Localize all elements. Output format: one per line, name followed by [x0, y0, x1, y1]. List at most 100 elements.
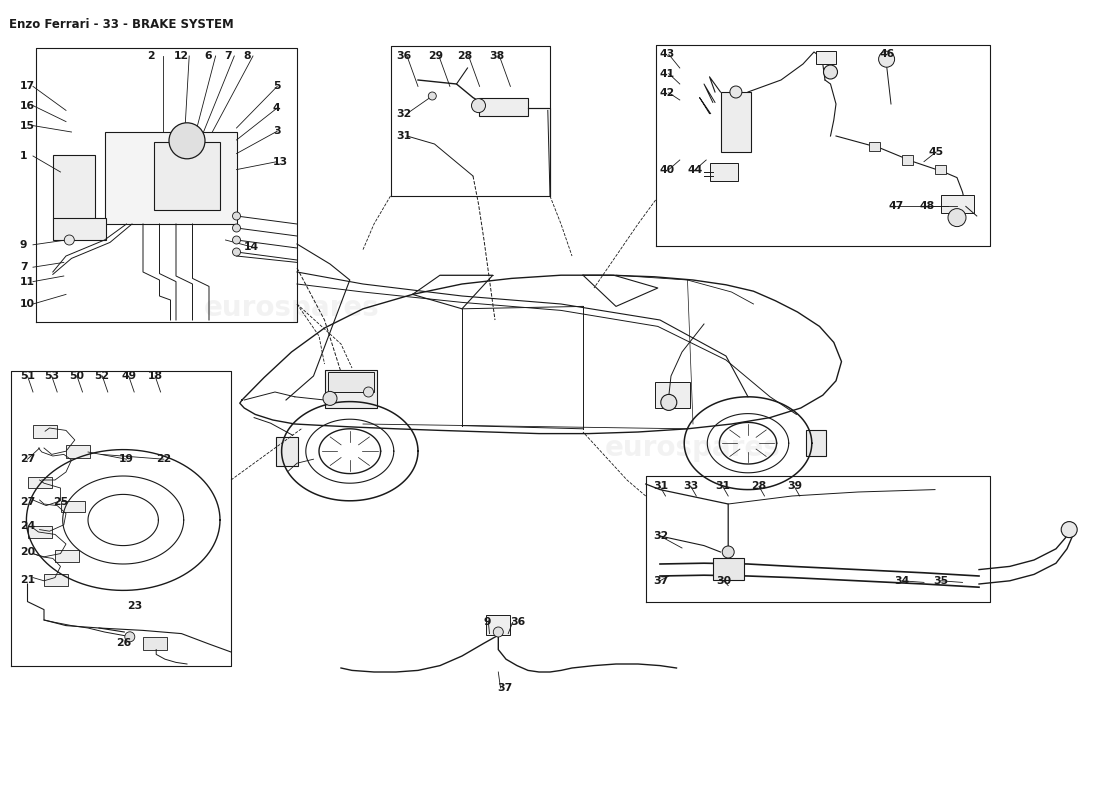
Text: 49: 49 [121, 371, 136, 381]
Text: 27: 27 [20, 497, 35, 506]
Bar [816, 51, 836, 64]
Text: 29: 29 [428, 51, 443, 61]
Text: 53: 53 [44, 371, 59, 381]
Text: 42: 42 [660, 88, 675, 98]
Bar [66, 445, 90, 458]
Text: 51: 51 [20, 371, 35, 381]
Text: 36: 36 [510, 618, 526, 627]
Bar [276, 437, 298, 466]
Circle shape [169, 123, 205, 159]
Text: 10: 10 [20, 299, 35, 309]
Text: 47: 47 [889, 202, 904, 211]
Text: 33: 33 [683, 482, 698, 491]
Text: 13: 13 [273, 157, 288, 166]
Text: 31: 31 [396, 131, 411, 141]
Text: 31: 31 [715, 482, 730, 491]
Text: 36: 36 [396, 51, 411, 61]
Bar [60, 501, 85, 512]
Text: 12: 12 [174, 51, 189, 61]
Text: 18: 18 [147, 371, 163, 381]
Text: 5: 5 [273, 82, 280, 91]
Text: 37: 37 [653, 576, 669, 586]
Text: 21: 21 [20, 575, 35, 585]
Circle shape [232, 236, 241, 244]
Text: 39: 39 [788, 482, 803, 491]
Text: 16: 16 [20, 101, 35, 110]
Circle shape [232, 212, 241, 220]
Circle shape [472, 98, 485, 113]
Text: 14: 14 [244, 242, 260, 252]
Circle shape [323, 391, 337, 406]
Bar [104, 132, 236, 224]
Text: Enzo Ferrari - 33 - BRAKE SYSTEM: Enzo Ferrari - 33 - BRAKE SYSTEM [9, 18, 233, 30]
Text: 27: 27 [20, 454, 35, 464]
Bar [55, 550, 79, 562]
Text: 23: 23 [128, 601, 143, 610]
Circle shape [661, 394, 676, 410]
Text: 40: 40 [660, 165, 675, 174]
Text: 24: 24 [20, 521, 35, 530]
Circle shape [493, 627, 504, 637]
Circle shape [879, 51, 894, 67]
Text: 37: 37 [497, 683, 513, 693]
Text: 7: 7 [224, 51, 231, 61]
Text: 28: 28 [751, 482, 767, 491]
Circle shape [232, 224, 241, 232]
Bar [654, 382, 690, 408]
Bar [710, 163, 738, 181]
Circle shape [232, 248, 241, 256]
Text: eurospares: eurospares [204, 294, 380, 322]
Text: eurospares: eurospares [605, 434, 781, 462]
Text: 19: 19 [119, 454, 134, 464]
Circle shape [363, 387, 374, 397]
Text: 1: 1 [20, 151, 28, 161]
Text: 25: 25 [53, 497, 68, 506]
Bar [902, 155, 913, 165]
Bar [720, 92, 751, 152]
Circle shape [1062, 522, 1077, 538]
Text: 3: 3 [273, 126, 280, 136]
Bar [53, 218, 106, 240]
Bar [486, 615, 510, 635]
Text: 32: 32 [396, 109, 411, 118]
Circle shape [428, 92, 437, 100]
Text: 15: 15 [20, 121, 35, 130]
Text: 20: 20 [20, 547, 35, 557]
Text: 26: 26 [117, 638, 132, 648]
Text: 35: 35 [933, 576, 948, 586]
Bar [44, 574, 68, 586]
Text: 11: 11 [20, 277, 35, 286]
Bar [53, 155, 95, 219]
Circle shape [64, 235, 75, 245]
Text: 43: 43 [660, 50, 675, 59]
Circle shape [723, 546, 734, 558]
Bar [324, 370, 377, 408]
Text: 48: 48 [920, 202, 935, 211]
Bar [33, 425, 57, 438]
Text: 31: 31 [653, 482, 669, 491]
Text: 22: 22 [156, 454, 172, 464]
Bar [28, 526, 52, 538]
Circle shape [824, 65, 837, 79]
Text: 7: 7 [20, 262, 28, 272]
Text: 17: 17 [20, 82, 35, 91]
Text: 38: 38 [490, 51, 505, 61]
Bar [154, 142, 220, 210]
Circle shape [730, 86, 741, 98]
Text: 9: 9 [484, 618, 492, 627]
Circle shape [948, 209, 966, 226]
Bar [935, 165, 946, 174]
Text: 44: 44 [688, 165, 703, 174]
Bar [940, 195, 974, 213]
Bar [478, 98, 528, 116]
Text: 28: 28 [458, 51, 473, 61]
Text: 6: 6 [205, 51, 211, 61]
Text: 41: 41 [660, 69, 675, 78]
Text: 2: 2 [147, 51, 154, 61]
Text: 9: 9 [20, 240, 28, 250]
Text: 45: 45 [928, 147, 944, 157]
Bar [143, 637, 167, 650]
Text: 32: 32 [653, 531, 669, 541]
Text: 4: 4 [273, 103, 280, 113]
Bar [869, 142, 880, 151]
